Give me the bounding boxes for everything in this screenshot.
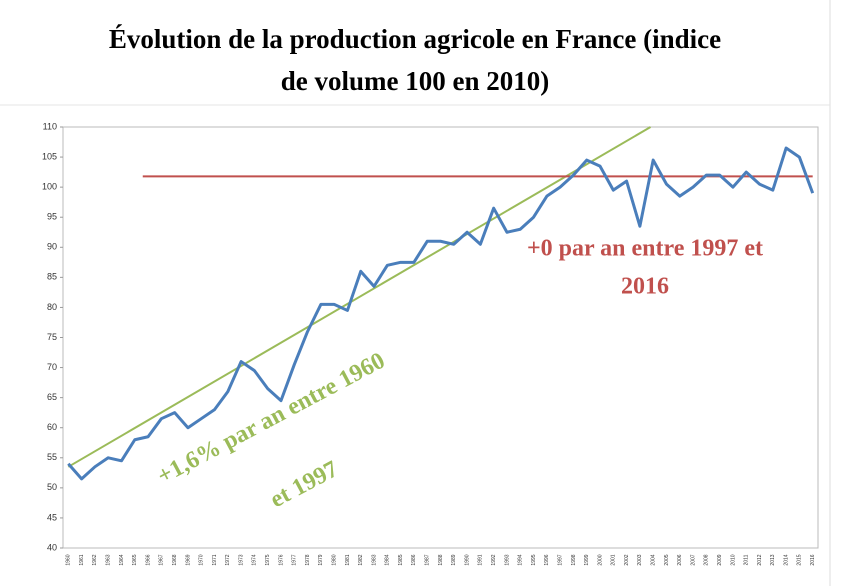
x-tick-label: 2000 — [597, 554, 603, 565]
x-tick-label: 1991 — [478, 554, 484, 565]
x-tick-label: 1982 — [358, 554, 364, 565]
x-tick-label: 1979 — [318, 554, 324, 565]
x-tick-label: 1973 — [238, 554, 244, 565]
x-tick-label: 1986 — [411, 554, 417, 565]
x-tick-label: 1996 — [544, 554, 550, 565]
x-tick-label: 2003 — [637, 554, 643, 565]
y-tick-label: 45 — [47, 512, 57, 522]
x-tick-label: 2009 — [717, 554, 723, 565]
y-tick-label: 50 — [47, 482, 57, 492]
x-tick-label: 1972 — [225, 554, 231, 565]
x-tick-label: 2015 — [797, 554, 803, 565]
chart-title: Évolution de la production agricole en F… — [109, 24, 721, 54]
y-tick-label: 70 — [47, 362, 57, 372]
x-tick-label: 1989 — [451, 554, 457, 565]
x-tick-label: 1967 — [159, 554, 165, 565]
x-tick-label: 1980 — [331, 554, 337, 565]
x-tick-label: 1964 — [119, 554, 125, 565]
x-tick-label: 1975 — [265, 554, 271, 565]
x-tick-label: 2005 — [664, 554, 670, 565]
x-tick-label: 1976 — [278, 554, 284, 565]
x-tick-label: 2007 — [690, 554, 696, 565]
y-tick-label: 60 — [47, 422, 57, 432]
x-tick-label: 1965 — [132, 554, 138, 565]
x-tick-label: 1983 — [371, 554, 377, 565]
x-tick-label: 2001 — [611, 554, 617, 565]
annotation: +0 par an entre 1997 et — [527, 236, 763, 262]
data-line — [67, 146, 815, 481]
y-tick-label: 85 — [47, 272, 57, 282]
x-tick-label: 1981 — [345, 554, 351, 565]
x-tick-label: 1969 — [185, 554, 191, 565]
x-tick-label: 1985 — [398, 554, 404, 565]
x-tick-label: 1994 — [518, 554, 524, 565]
x-tick-label: 1971 — [212, 554, 218, 565]
x-tick-label: 2014 — [783, 554, 789, 565]
x-tick-label: 1961 — [79, 554, 85, 565]
x-tick-label: 1977 — [292, 554, 298, 565]
chart-title: de volume 100 en 2010) — [281, 66, 549, 96]
y-tick-label: 55 — [47, 452, 57, 462]
x-tick-label: 1984 — [385, 554, 391, 565]
y-tick-label: 105 — [42, 151, 57, 161]
x-tick-label: 2012 — [757, 554, 763, 565]
x-tick-label: 1993 — [504, 554, 510, 565]
x-tick-label: 1974 — [252, 554, 258, 565]
x-tick-label: 1997 — [557, 554, 563, 565]
x-tick-label: 1970 — [199, 554, 205, 565]
y-tick-label: 65 — [47, 392, 57, 402]
x-tick-label: 1990 — [464, 554, 470, 565]
x-tick-label: 1963 — [106, 554, 112, 565]
x-tick-label: 1968 — [172, 554, 178, 565]
x-tick-label: 1960 — [66, 554, 72, 565]
annotation: 2016 — [621, 274, 669, 300]
x-tick-label: 1962 — [92, 554, 98, 565]
x-tick-label: 2010 — [730, 554, 736, 565]
x-tick-label: 1966 — [145, 554, 151, 565]
x-tick-label: 2008 — [704, 554, 710, 565]
x-tick-label: 2006 — [677, 554, 683, 565]
y-tick-label: 110 — [43, 121, 57, 131]
plot-area — [62, 126, 819, 549]
y-tick-label: 100 — [42, 182, 57, 192]
y-tick-label: 90 — [47, 242, 57, 252]
x-tick-label: 1978 — [305, 554, 311, 565]
x-tick-label: 1992 — [491, 554, 497, 565]
x-tick-label: 1998 — [571, 554, 577, 565]
x-tick-label: 1995 — [531, 554, 537, 565]
x-tick-label: 1988 — [438, 554, 444, 565]
annotation: +1,6% par an entre 1960 — [153, 348, 389, 490]
y-tick-label: 40 — [47, 542, 57, 552]
x-tick-label: 1987 — [425, 554, 431, 565]
y-tick-label: 75 — [47, 332, 57, 342]
x-tick-label: 1999 — [584, 554, 590, 565]
x-tick-label: 2004 — [651, 554, 657, 565]
y-tick-label: 95 — [47, 212, 57, 222]
x-tick-label: 2013 — [770, 554, 776, 565]
y-tick-label: 80 — [47, 302, 57, 312]
x-tick-label: 2016 — [810, 554, 816, 565]
x-tick-label: 2002 — [624, 554, 630, 565]
trend-line — [67, 126, 652, 468]
annotation: et 1997 — [266, 456, 342, 513]
x-tick-label: 2011 — [744, 554, 750, 565]
